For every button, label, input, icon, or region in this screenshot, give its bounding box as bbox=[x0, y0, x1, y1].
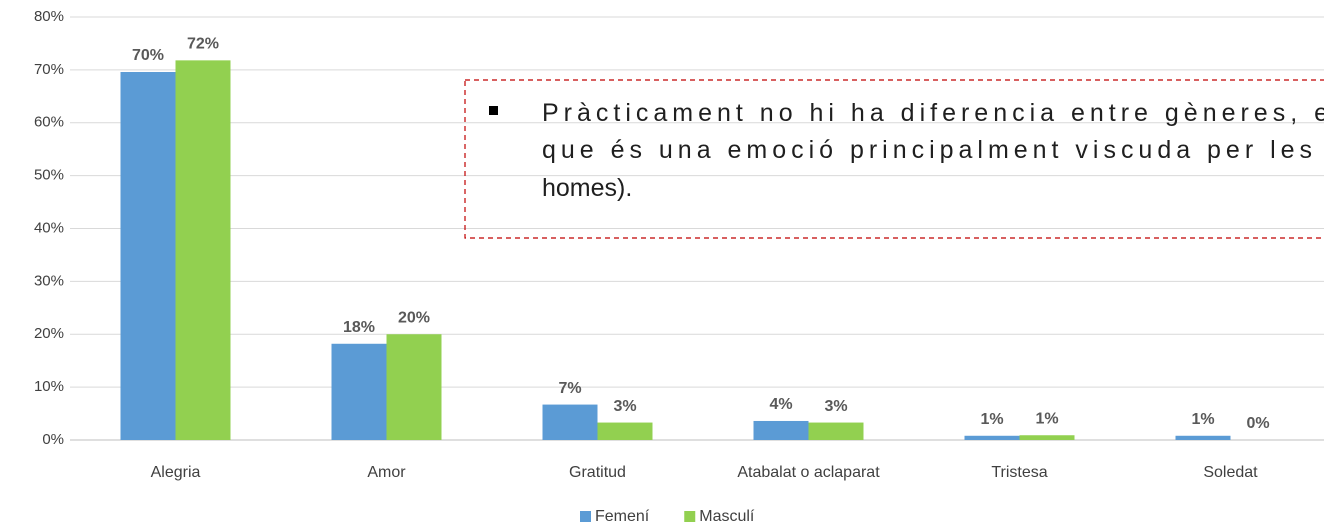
value-label: 18% bbox=[343, 319, 375, 336]
value-label: 1% bbox=[1191, 411, 1214, 428]
y-tick-label: 50% bbox=[34, 167, 64, 184]
bar bbox=[753, 420, 809, 440]
legend-label: Femení bbox=[595, 508, 650, 525]
y-tick-label: 70% bbox=[34, 61, 64, 78]
legend-swatch bbox=[580, 511, 591, 522]
annotation-line: que és una emoció principalment viscuda … bbox=[542, 136, 1312, 164]
y-tick-label: 10% bbox=[34, 378, 64, 395]
y-tick-label: 80% bbox=[34, 8, 64, 25]
x-tick-label: Soledat bbox=[1203, 464, 1258, 481]
annotation-line: homes). bbox=[542, 174, 632, 202]
bar bbox=[1019, 435, 1075, 440]
x-tick-label: Gratitud bbox=[569, 464, 626, 481]
bar bbox=[386, 334, 442, 440]
value-label: 72% bbox=[187, 36, 219, 53]
value-label: 20% bbox=[398, 309, 430, 326]
value-label: 1% bbox=[980, 411, 1003, 428]
y-tick-label: 30% bbox=[34, 272, 64, 289]
x-tick-label: Tristesa bbox=[991, 464, 1047, 481]
bar bbox=[331, 343, 387, 440]
x-tick-label: Amor bbox=[367, 464, 406, 481]
x-tick-label: Alegria bbox=[151, 464, 201, 481]
value-label: 1% bbox=[1035, 410, 1058, 427]
legend-swatch bbox=[684, 511, 696, 522]
y-tick-label: 40% bbox=[34, 219, 64, 236]
value-label: 7% bbox=[558, 380, 581, 397]
x-tick-label: Atabalat o aclaparat bbox=[737, 464, 880, 481]
bar bbox=[597, 422, 653, 440]
bar bbox=[175, 60, 231, 441]
value-label: 3% bbox=[824, 398, 847, 415]
bar bbox=[120, 71, 176, 441]
y-tick-label: 60% bbox=[34, 114, 64, 131]
bullet bbox=[489, 106, 498, 115]
value-label: 3% bbox=[613, 398, 636, 415]
bar bbox=[1175, 435, 1231, 440]
bar bbox=[808, 422, 864, 440]
bar bbox=[964, 435, 1020, 440]
bar bbox=[542, 404, 598, 440]
y-tick-label: 0% bbox=[42, 431, 64, 448]
value-label: 70% bbox=[132, 47, 164, 64]
annotation-line: Pràcticament no hi ha diferencia entre g… bbox=[542, 99, 1324, 127]
value-label: 4% bbox=[769, 396, 792, 413]
y-tick-label: 20% bbox=[34, 325, 64, 342]
value-label: 0% bbox=[1246, 415, 1269, 432]
legend-label: Masculí bbox=[699, 508, 755, 525]
annotation-box bbox=[464, 79, 1324, 239]
